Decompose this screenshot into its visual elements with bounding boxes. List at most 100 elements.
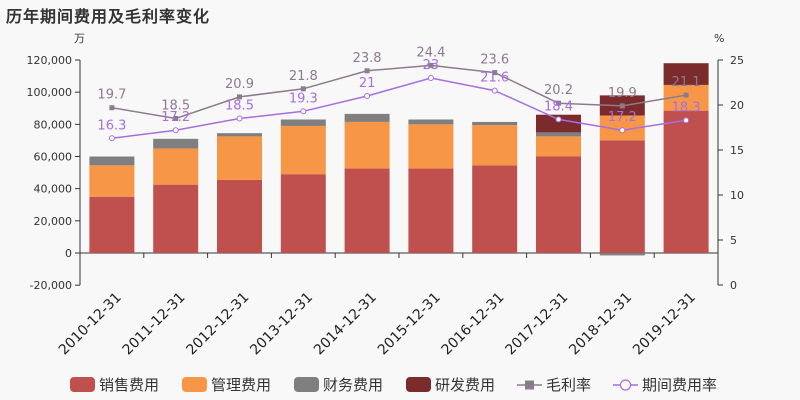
x-tick-label: 2011-12-31: [120, 290, 189, 359]
bar-segment: [217, 136, 262, 180]
bar-segment: [599, 140, 645, 253]
point-marker: [300, 108, 307, 115]
data-label: 23.8: [353, 51, 382, 66]
bar-segment: [344, 168, 390, 253]
x-tick-label: 2013-12-31: [247, 290, 316, 359]
data-label: 19.3: [289, 91, 318, 106]
bar-segment: [472, 121, 518, 126]
legend-label: 期间费用率: [642, 376, 717, 394]
x-tick-label: 2014-12-31: [311, 290, 380, 359]
bar-segment: [217, 133, 262, 137]
bar-segment: [280, 125, 326, 175]
left-tick-label: 20,000: [34, 215, 73, 228]
legend-swatch: [406, 377, 431, 392]
data-label: 19.9: [608, 86, 637, 101]
bar-segment: [280, 119, 326, 126]
legend-marker: [619, 379, 632, 391]
left-tick-label: 120,000: [27, 54, 73, 67]
x-tick-label: 2015-12-31: [375, 290, 444, 359]
series-line: [111, 77, 687, 140]
bar-segment: [536, 132, 581, 137]
point-marker: [364, 68, 370, 74]
left-tick-label: 0: [65, 247, 72, 260]
legend-swatch: [70, 377, 95, 392]
bar-segment: [89, 196, 135, 253]
bar-segment: [153, 148, 199, 185]
data-label: 18.5: [225, 99, 254, 114]
bar-segment: [536, 114, 581, 133]
data-label: 17.2: [608, 110, 637, 125]
bar-segment: [663, 110, 709, 253]
bar-segment: [408, 119, 454, 125]
data-label: 18.5: [161, 99, 190, 114]
bar-segment: [217, 179, 262, 253]
legend-swatch: [294, 377, 319, 392]
x-tick-label: 2016-12-31: [439, 290, 508, 359]
bar-segment: [344, 113, 390, 122]
point-marker: [619, 127, 626, 134]
left-unit-label: 万: [74, 32, 85, 45]
bar-segment: [153, 138, 199, 149]
point-marker: [428, 62, 434, 68]
x-tick-label: 2010-12-31: [56, 290, 125, 359]
point-marker: [108, 135, 115, 142]
legend-swatch: [182, 377, 207, 392]
data-label: 21: [359, 76, 376, 91]
data-label: 17.2: [161, 110, 190, 125]
data-label: 16.3: [97, 118, 126, 133]
series-line: [111, 64, 687, 120]
left-tick-label: 80,000: [34, 118, 73, 131]
point-marker: [300, 86, 306, 92]
bar-segment: [408, 124, 454, 169]
bar-segment: [89, 165, 135, 197]
bar-segment: [599, 253, 645, 256]
right-unit-label: %: [714, 32, 724, 45]
point-marker: [237, 94, 242, 100]
bar-segment: [344, 121, 390, 169]
point-marker: [109, 105, 115, 111]
left-tick-label: 100,000: [27, 86, 73, 99]
data-label: 21.6: [480, 71, 509, 86]
legend-label: 销售费用: [99, 376, 159, 394]
point-marker: [555, 116, 562, 123]
data-label: 18.3: [672, 100, 701, 115]
data-label: 24.4: [416, 45, 445, 60]
point-marker: [683, 92, 689, 98]
data-label: 21.1: [672, 75, 701, 90]
bar-segment: [280, 174, 326, 253]
right-tick-label: 5: [730, 234, 737, 247]
left-tick-label: -20,000: [30, 279, 72, 292]
data-label: 20.9: [225, 77, 254, 92]
right-tick-label: 0: [730, 279, 737, 292]
data-label: 23.6: [480, 53, 509, 68]
legend-label: 毛利率: [546, 376, 591, 394]
data-label: 21.8: [289, 69, 318, 84]
point-marker: [236, 115, 243, 122]
point-marker: [364, 93, 371, 99]
point-marker: [619, 103, 625, 109]
point-marker: [556, 100, 561, 106]
legend-label: 研发费用: [435, 376, 495, 394]
point-marker: [492, 70, 498, 76]
right-tick-label: 25: [730, 54, 744, 67]
point-marker: [427, 75, 434, 81]
data-label: 23: [423, 58, 440, 73]
data-label: 20.2: [544, 83, 573, 98]
bar-segment: [536, 156, 581, 253]
point-marker: [491, 87, 498, 94]
point-marker: [172, 127, 179, 134]
point-marker: [173, 116, 179, 121]
bar-segment: [408, 168, 454, 253]
left-tick-label: 40,000: [34, 183, 73, 196]
right-tick-label: 15: [730, 144, 744, 157]
right-tick-label: 20: [730, 99, 744, 112]
legend-label: 财务费用: [323, 376, 383, 394]
left-tick-label: 60,000: [34, 151, 73, 164]
bar-segment: [472, 125, 518, 166]
legend-label: 管理费用: [211, 376, 271, 394]
bar-segment: [536, 136, 581, 157]
bar-segment: [153, 184, 199, 253]
bar-segment: [89, 156, 135, 166]
x-tick-label: 2017-12-31: [502, 290, 571, 359]
